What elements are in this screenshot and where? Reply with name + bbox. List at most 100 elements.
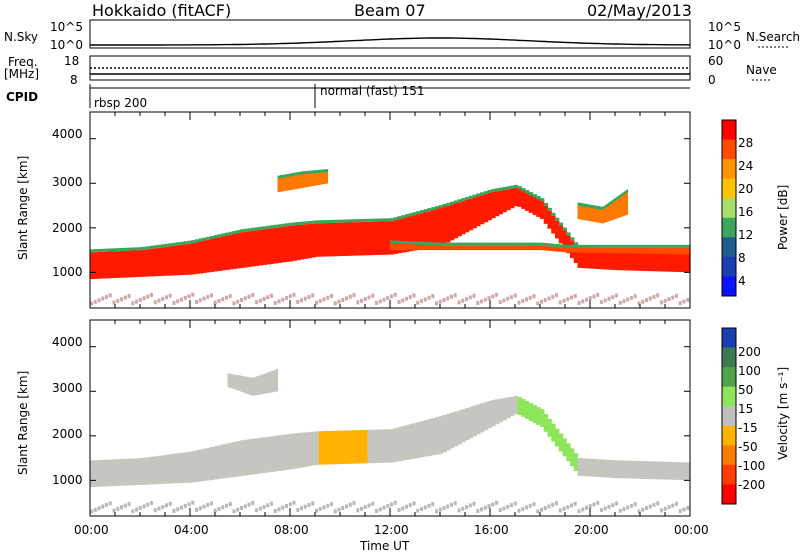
power-edge-cell	[168, 243, 174, 247]
power-edge-cell	[131, 247, 136, 251]
velocity-cell	[656, 461, 661, 480]
power-cell	[521, 245, 524, 251]
power-cell	[526, 245, 530, 251]
velocity-cell	[123, 458, 129, 486]
power-edge-cell	[453, 200, 459, 204]
power-edge-cell	[510, 242, 513, 246]
noise-cell	[618, 508, 622, 513]
power-cell	[427, 245, 430, 251]
noise-cell	[555, 501, 558, 506]
power-cell	[577, 247, 580, 253]
power-cell	[93, 252, 99, 279]
power-edge-cell	[583, 244, 586, 248]
power-cell	[581, 247, 584, 253]
power-cell	[421, 244, 425, 251]
noise-cell	[120, 505, 123, 510]
power-edge-cell	[586, 244, 590, 248]
power-cell	[191, 243, 196, 275]
velocity-cell	[476, 404, 481, 435]
power-edge-cell	[270, 225, 275, 229]
power-edge-cell	[678, 244, 682, 248]
noise-cell	[330, 502, 333, 507]
power-cell	[491, 191, 496, 219]
noise-cell	[416, 508, 420, 513]
velocity-cell	[502, 397, 507, 421]
power-cell	[466, 245, 470, 251]
noise-cell	[221, 297, 225, 302]
power-cell	[480, 195, 485, 225]
power-cell	[577, 250, 582, 268]
power-edge-cell	[438, 205, 444, 209]
power-edge-cell	[457, 242, 460, 246]
power-cell	[438, 208, 444, 246]
power-edge-cell	[322, 220, 327, 224]
power-edge-cell	[483, 242, 487, 246]
power-cell	[688, 247, 691, 255]
power-edge-cell	[210, 235, 215, 239]
xtick-2: 08:00	[274, 523, 309, 537]
power-cell	[601, 247, 605, 253]
noise-cell	[641, 507, 645, 512]
power-cell	[622, 247, 625, 254]
noise-cell	[138, 297, 142, 302]
velocity-cell	[573, 453, 579, 472]
colorbar-swatch	[722, 484, 736, 505]
velocity-cell	[363, 429, 369, 464]
noise-cell	[288, 294, 292, 299]
power-edge-cell	[440, 242, 444, 246]
noise-cell	[442, 298, 446, 303]
power-edge-cell	[135, 247, 140, 251]
power-edge-cell	[551, 243, 554, 247]
power-cell	[360, 222, 365, 256]
noise-cell	[495, 292, 498, 297]
power-cell	[631, 247, 635, 254]
power-edge-cell	[656, 244, 659, 248]
velocity-cell	[180, 452, 185, 484]
power-cell	[322, 223, 327, 257]
power-cell	[622, 252, 627, 271]
power-edge-cell	[120, 247, 125, 251]
velocity-cell	[472, 405, 477, 437]
noise-cell	[172, 508, 176, 513]
velocity-cell	[243, 439, 249, 476]
power-cell	[571, 247, 575, 253]
power-cell	[517, 245, 520, 251]
noise-cell	[356, 300, 360, 305]
noise-cell	[603, 506, 607, 511]
velocity-cell	[393, 428, 399, 462]
power-cell	[500, 245, 504, 251]
velocity-cell	[626, 460, 631, 479]
power-cell	[650, 247, 654, 254]
velocity-cell	[397, 427, 402, 462]
velocity-cell	[547, 418, 552, 437]
noise-cell	[138, 505, 142, 510]
power-cell	[123, 250, 129, 278]
power-cell	[538, 245, 541, 251]
cpid-label: CPID	[6, 90, 39, 104]
noise-cell	[663, 298, 667, 303]
power-cell	[399, 243, 402, 251]
power-cell	[684, 247, 687, 255]
power-edge-cell	[665, 244, 669, 248]
power-edge-cell	[511, 242, 515, 246]
colorbar-swatch	[722, 328, 736, 349]
power-cell	[217, 237, 222, 271]
noise-cell	[243, 296, 247, 301]
velocity-cell	[165, 454, 170, 484]
colorbar-swatch	[722, 276, 736, 297]
power-edge-cell	[684, 244, 687, 248]
colorbar-swatch	[722, 237, 736, 258]
velocity-cell	[521, 399, 526, 417]
noise-cell	[660, 508, 663, 513]
power-edge-cell	[480, 192, 485, 196]
noise-cell	[431, 502, 435, 507]
velocity-cell	[652, 461, 657, 480]
power-cell	[277, 227, 282, 263]
velocity-cell	[378, 429, 384, 463]
power-edge-cell	[127, 247, 132, 251]
power-cell	[378, 221, 384, 255]
power-cell	[639, 247, 642, 254]
noise-cell	[288, 502, 292, 507]
noise-cell	[476, 301, 480, 306]
noise-cell	[543, 506, 547, 511]
